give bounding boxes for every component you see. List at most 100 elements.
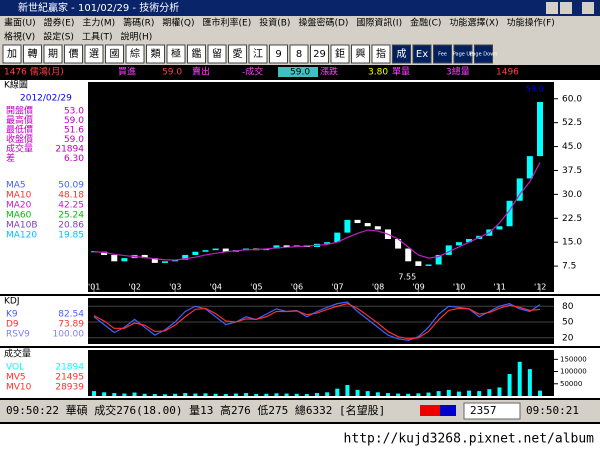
close-button[interactable] (582, 2, 594, 14)
kdj-line (93, 302, 541, 340)
toolbar-button[interactable] (43, 44, 63, 64)
watermark-url: http://kujd3268.pixnet.net/album (344, 432, 595, 447)
window-title: 新世紀贏家 - 101/02/29 - 技術分析 (18, 1, 179, 14)
toolbar-button[interactable] (371, 44, 391, 64)
toolbar-button[interactable] (84, 44, 104, 64)
y-tick-label: 50 (562, 318, 574, 328)
legend-label: VOL (6, 363, 24, 373)
toolbar-button[interactable] (351, 44, 370, 64)
toolbar-button[interactable] (23, 44, 42, 64)
info-value: 6.30 (64, 154, 84, 164)
y-tick-label: 22.5 (562, 214, 582, 224)
legend-label: MV5 (6, 373, 26, 383)
legend-value: 28939 (55, 383, 84, 393)
x-tick-label: '08 (372, 283, 384, 292)
candle (425, 264, 432, 266)
info-value: 21894 (55, 145, 84, 155)
price-plot (88, 82, 554, 292)
toolbar-button[interactable] (248, 44, 268, 64)
toolbar-label: 選 (89, 47, 99, 60)
menu-item[interactable]: 期權(Q) (162, 17, 194, 29)
menu-item[interactable]: 國際資訊(I) (356, 17, 402, 29)
menu-item[interactable]: 工具(T) (82, 32, 113, 43)
volume-bar (142, 393, 147, 396)
toolbar-button[interactable] (207, 44, 227, 64)
menu-item[interactable]: 格視(V) (4, 31, 35, 43)
candle (222, 248, 229, 252)
volume-bar (365, 391, 370, 396)
toolbar-button[interactable] (433, 44, 452, 64)
toolbar-button[interactable] (412, 44, 432, 64)
toolbar-label: 類 (151, 48, 161, 60)
menu-item[interactable]: 操盤密碼(D) (298, 17, 348, 29)
toolbar-button[interactable] (474, 44, 493, 64)
menu-item[interactable]: 籌碼(R) (123, 17, 154, 29)
toolbar-button[interactable] (453, 44, 473, 64)
volume-bar (416, 393, 421, 396)
y-tick-label: 60.0 (562, 94, 582, 104)
vol-info (0, 348, 88, 398)
info-value: 59.0 (64, 135, 84, 145)
toolbar-label: 鑑 (192, 47, 202, 60)
menu-item[interactable]: 設定(S) (43, 31, 74, 43)
toolbar-button[interactable] (330, 44, 350, 64)
legend-label: K9 (6, 310, 18, 320)
toolbar-button[interactable] (146, 44, 165, 64)
info-date: 2012/02/29 (20, 94, 72, 104)
volume-bar (517, 361, 522, 396)
url-area (0, 424, 600, 450)
candle (192, 251, 199, 255)
menu-item[interactable]: 金融(C) (410, 17, 441, 29)
menu-item[interactable]: 匯市利率(E) (203, 17, 252, 29)
code-box[interactable] (463, 402, 521, 420)
toolbar-button[interactable] (166, 44, 186, 64)
x-tick-label: '01 (88, 283, 100, 292)
candle (111, 254, 118, 262)
toolbar-label: 29 (313, 49, 326, 60)
toolbar-button[interactable] (64, 44, 83, 64)
toolbar-button[interactable] (105, 44, 124, 64)
volume-bar (527, 369, 532, 396)
x-tick-label: '03 (169, 283, 181, 292)
toolbar-button[interactable] (2, 44, 22, 64)
menu-item[interactable]: 功能操作(F) (507, 17, 555, 29)
volume-bar (304, 394, 309, 396)
y-tick-label: 50000 (560, 380, 582, 388)
menu-item[interactable]: 畫面(U) (4, 17, 36, 29)
status-time: 09:50:21 (526, 404, 579, 417)
menu-bar (0, 16, 600, 44)
minimize-button[interactable] (546, 2, 558, 14)
legend-label: D9 (6, 320, 19, 330)
ma-value: 25.24 (58, 211, 84, 221)
volume-bar (213, 393, 218, 396)
title-bar (0, 0, 600, 16)
maximize-button[interactable] (560, 2, 572, 14)
info-title: K線圖 (4, 79, 28, 91)
legend-value: 73.89 (58, 320, 84, 330)
toolbar-button[interactable] (289, 44, 309, 64)
toolbar-button[interactable] (125, 44, 145, 64)
toolbar-button[interactable] (269, 44, 288, 64)
menu-item[interactable]: 主力(M) (82, 17, 115, 29)
volume-bar (223, 394, 228, 396)
candle (374, 226, 381, 230)
info-panel (0, 80, 88, 294)
quote-field: 3.80 (368, 68, 388, 78)
menu-item[interactable]: 證券(E) (44, 17, 75, 29)
menu-item[interactable]: 投資(B) (259, 17, 290, 29)
volume-bar (294, 393, 299, 396)
menu-item[interactable]: 功能選擇(X) (449, 17, 498, 29)
volume-bar (244, 393, 249, 396)
toolbar-label: 江 (253, 48, 263, 60)
toolbar-label: 鉅 (335, 47, 345, 60)
toolbar-button[interactable] (310, 44, 329, 64)
toolbar-button[interactable] (228, 44, 247, 64)
candle (506, 200, 513, 227)
quote-field: 單量 (392, 67, 410, 78)
toolbar-button[interactable] (187, 44, 206, 64)
toolbar-button[interactable] (392, 44, 411, 64)
candle (334, 232, 341, 243)
menu-item[interactable]: 說明(H) (120, 31, 152, 43)
candle (526, 156, 533, 179)
